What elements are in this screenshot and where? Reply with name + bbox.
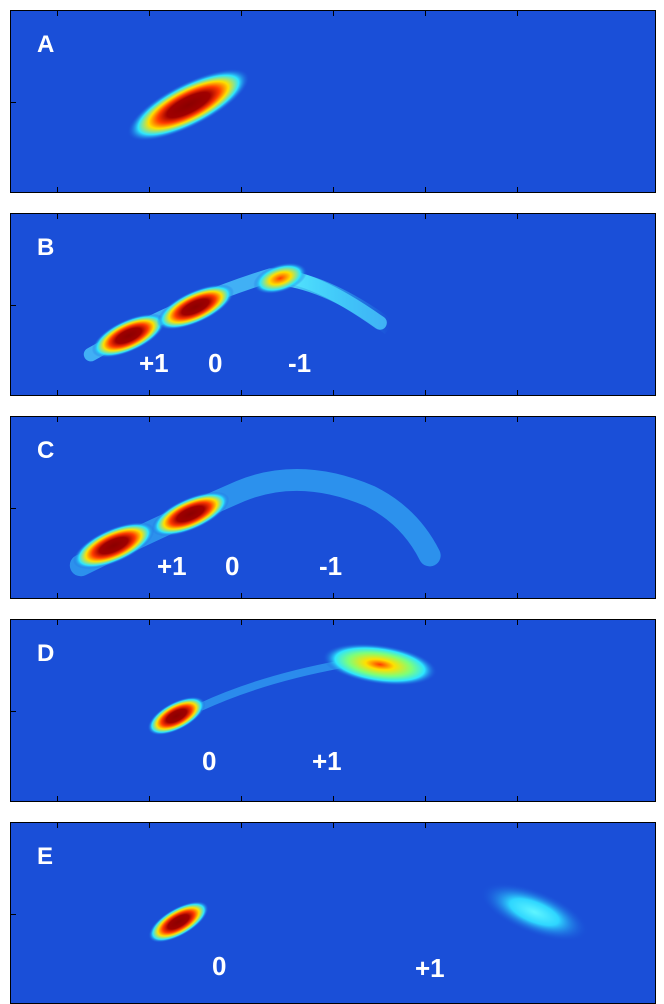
panel-label: B bbox=[37, 234, 55, 261]
panel-b: B +1 0 -1 bbox=[10, 213, 656, 396]
panel-a-image bbox=[11, 11, 655, 192]
blob bbox=[480, 882, 589, 942]
panel-label: E bbox=[37, 843, 54, 870]
panel-e: E 0 +1 bbox=[10, 822, 656, 1004]
blob bbox=[147, 696, 206, 736]
panel-label: D bbox=[37, 640, 55, 667]
order-label: +1 bbox=[415, 953, 445, 983]
panel-d-image bbox=[11, 620, 655, 801]
blob bbox=[73, 522, 155, 570]
blob bbox=[253, 262, 308, 294]
panel-d: D 0 +1 bbox=[10, 619, 656, 802]
order-label: +1 bbox=[312, 746, 342, 776]
panel-c: C +1 0 -1 bbox=[10, 416, 656, 599]
blob bbox=[156, 284, 234, 330]
panel-b-image bbox=[11, 214, 655, 395]
blob bbox=[148, 901, 209, 943]
order-label: 0 bbox=[202, 746, 217, 776]
order-label: +1 bbox=[139, 348, 169, 378]
order-label: 0 bbox=[225, 551, 240, 581]
blob bbox=[91, 313, 166, 358]
order-label: +1 bbox=[157, 551, 187, 581]
order-label: 0 bbox=[212, 951, 227, 981]
blob bbox=[322, 643, 438, 686]
order-label: -1 bbox=[319, 551, 343, 581]
blob bbox=[127, 68, 250, 142]
blob bbox=[151, 491, 230, 537]
panel-label: C bbox=[37, 437, 55, 464]
panel-c-image bbox=[11, 417, 655, 598]
panel-label: A bbox=[37, 31, 55, 58]
order-label: 0 bbox=[208, 348, 223, 378]
panel-e-image bbox=[11, 823, 655, 1003]
panel-a: A bbox=[10, 10, 656, 193]
order-label: -1 bbox=[288, 348, 312, 378]
